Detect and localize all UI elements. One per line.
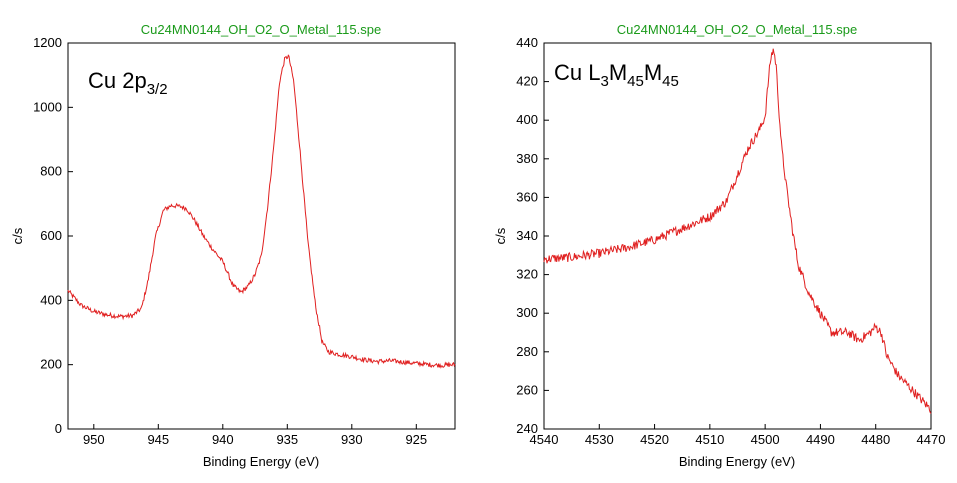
cu2p-y-tick-label: 0: [55, 421, 62, 436]
cu2p-y-tick-label: 800: [40, 164, 62, 179]
cu2p-y-tick-label: 1200: [33, 35, 62, 50]
cu-lmm-y-tick-label: 380: [516, 151, 538, 166]
cu-lmm-y-tick-label: 240: [516, 421, 538, 436]
cu2p-y-tick-label: 1000: [33, 99, 62, 114]
cu2p-x-tick-label: 925: [405, 432, 427, 447]
cu-lmm-chart-title: Cu24MN0144_OH_O2_O_Metal_115.spe: [617, 22, 857, 37]
cu-lmm-x-tick-label: 4520: [640, 432, 669, 447]
cu2p-x-tick-label: 940: [212, 432, 234, 447]
cu2p-series-line: [67, 54, 456, 369]
cu-lmm-y-axis-label: c/s: [493, 227, 508, 244]
cu-lmm-y-tick-label: 300: [516, 305, 538, 320]
cu-lmm-x-tick-label: 4470: [917, 432, 946, 447]
cu2p-plot-frame: [67, 42, 456, 430]
cu2p-annotation-main: Cu 2p: [88, 68, 147, 93]
cu-lmm-y-tick-label: 420: [516, 74, 538, 89]
cu-lmm-series-line: [543, 48, 932, 414]
cu-lmm-chart: Cu24MN0144_OH_O2_O_Metal_115.spe 4540 453…: [493, 22, 945, 469]
cu-lmm-y-tick-label: 260: [516, 382, 538, 397]
cu-lmm-annotation: Cu L3M45M45: [554, 60, 679, 90]
cu2p-annotation-sub: 3/2: [147, 81, 168, 98]
cu2p-y-tick-label: 600: [40, 228, 62, 243]
cu-lmm-x-tick-label: 4500: [751, 432, 780, 447]
cu-lmm-x-tick-label: 4540: [530, 432, 559, 447]
cu-lmm-x-ticks: 4540 4530 4520 4510 4500 4490 4480 4470: [530, 424, 946, 447]
cu2p-chart: Cu24MN0144_OH_O2_O_Metal_115.spe 950 945 9…: [10, 22, 456, 469]
cu-lmm-x-axis-label: Binding Energy (eV): [679, 454, 795, 469]
cu-lmm-x-tick-label: 4490: [806, 432, 835, 447]
cu-lmm-y-tick-label: 280: [516, 344, 538, 359]
cu-lmm-plot-frame: [543, 42, 932, 430]
cu-lmm-y-ticks: 240 260 280 300 320 340 360 380 400 420 440: [516, 35, 549, 436]
cu2p-x-tick-label: 945: [147, 432, 169, 447]
cu-lmm-y-tick-label: 360: [516, 189, 538, 204]
cu-lmm-x-tick-label: 4530: [585, 432, 614, 447]
cu-lmm-x-tick-label: 4510: [695, 432, 724, 447]
cu2p-x-ticks: 950 945 940 935 930 925: [83, 424, 427, 447]
cu2p-y-tick-label: 200: [40, 357, 62, 372]
cu-lmm-y-tick-label: 320: [516, 267, 538, 282]
cu2p-y-tick-label: 400: [40, 292, 62, 307]
cu2p-x-tick-label: 935: [276, 432, 298, 447]
cu2p-x-tick-label: 930: [341, 432, 363, 447]
cu2p-y-ticks: 0 200 400 600 800 1000 1200: [33, 35, 73, 436]
cu2p-x-tick-label: 950: [83, 432, 105, 447]
cu-lmm-annotation-main: Cu L: [554, 60, 600, 85]
cu2p-x-axis-label: Binding Energy (eV): [203, 454, 319, 469]
cu2p-y-axis-label: c/s: [10, 227, 25, 244]
cu-lmm-y-tick-label: 400: [516, 112, 538, 127]
cu2p-chart-title: Cu24MN0144_OH_O2_O_Metal_115.spe: [141, 22, 381, 37]
cu2p-annotation: Cu 2p3/2: [88, 68, 168, 98]
cu-lmm-x-tick-label: 4480: [861, 432, 890, 447]
cu-lmm-y-tick-label: 340: [516, 228, 538, 243]
cu-lmm-y-tick-label: 440: [516, 35, 538, 50]
